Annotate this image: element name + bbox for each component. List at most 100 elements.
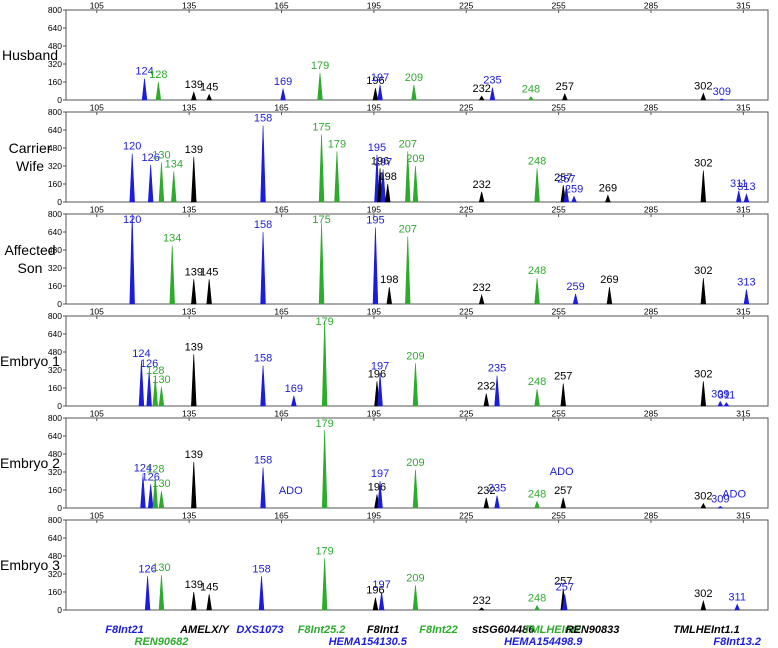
y-tick-label: 640 (48, 23, 62, 33)
peak-label: 128 (149, 69, 167, 81)
peak-label: 175 (312, 122, 330, 134)
peak (191, 156, 197, 203)
peak-label: 235 (483, 75, 501, 87)
peak (152, 476, 159, 509)
x-tick-label: 225 (459, 205, 473, 215)
peak-label: 302 (694, 368, 712, 380)
y-tick-label: 320 (48, 467, 62, 477)
peak (385, 183, 391, 203)
peak (318, 134, 325, 203)
peak (405, 151, 411, 203)
peak-label: 158 (254, 113, 272, 125)
peak (321, 430, 328, 509)
peak-label: 257 (554, 172, 572, 184)
peak-label: 130 (152, 150, 170, 162)
peak (700, 92, 707, 101)
peak (534, 500, 540, 509)
peak (700, 502, 707, 509)
peak (260, 467, 266, 509)
peak (155, 81, 162, 101)
panel-name: Embryo 1 (0, 353, 60, 369)
peak-label: 130 (152, 562, 170, 574)
peak-label: 139 (185, 266, 203, 278)
peak-label: 196 (371, 155, 389, 167)
peak-label: 257 (557, 173, 575, 185)
peak-label: 209 (405, 72, 423, 84)
peak (717, 400, 724, 407)
peak (171, 171, 177, 203)
peak-label: 257 (554, 485, 572, 497)
x-tick-label: 165 (274, 205, 288, 215)
x-tick-label: 165 (274, 103, 288, 113)
y-tick-label: 480 (48, 143, 62, 153)
x-tick-label: 195 (367, 1, 381, 11)
x-tick-label: 285 (644, 1, 658, 11)
x-tick-label: 195 (367, 511, 381, 521)
y-tick-label: 0 (57, 401, 62, 411)
peak-label: 179 (311, 60, 329, 72)
panel-4: 0 160 320 480 640 800 105 135 165 195 225 255 285 315… (0, 307, 769, 411)
x-tick-label: 165 (274, 511, 288, 521)
peak (606, 287, 613, 305)
peak (191, 461, 197, 509)
peak-label: 196 (368, 368, 386, 380)
peak-label: 207 (399, 224, 417, 236)
y-tick-label: 480 (48, 245, 62, 255)
y-tick-label: 160 (48, 281, 62, 291)
x-tick-label: 195 (367, 307, 381, 317)
x-tick-label: 135 (182, 409, 196, 419)
y-tick-label: 800 (48, 107, 62, 117)
peak (206, 279, 212, 305)
peak (321, 321, 328, 407)
peak (386, 287, 393, 305)
y-tick-label: 0 (57, 95, 62, 105)
panel-6: 0 160 320 480 640 800 105 135 165 195 225 255 285 315… (0, 511, 769, 615)
peak-label: 232 (472, 282, 490, 294)
peak-label: 179 (315, 418, 333, 430)
peak-label: 309 (713, 86, 731, 98)
y-tick-label: 320 (48, 263, 62, 273)
y-tick-label: 800 (48, 311, 62, 321)
peak-label: 134 (163, 233, 181, 245)
x-tick-label: 105 (90, 307, 104, 317)
y-tick-label: 640 (48, 431, 62, 441)
marker-label: F8Int25.2 (298, 624, 346, 636)
x-tick-label: 105 (90, 409, 104, 419)
peak (374, 154, 380, 203)
peak (412, 469, 419, 509)
peak-label: 139 (185, 449, 203, 461)
peak-label: 158 (252, 563, 270, 575)
peak (700, 170, 707, 203)
panel-name: Son (18, 260, 43, 276)
panel-name: Wife (16, 158, 44, 174)
peak (372, 88, 379, 101)
peak-label: 139 (185, 144, 203, 156)
peak (377, 480, 383, 509)
panel-2: 0 160 320 480 640 800 105 135 165 195 225 255 285 315… (9, 103, 769, 207)
peak (129, 213, 135, 305)
peak (561, 92, 568, 101)
panel-name: Embryo 3 (0, 557, 60, 573)
marker-label: F8Int21 (105, 624, 144, 636)
x-tick-label: 225 (459, 103, 473, 113)
peak-label: 198 (379, 171, 397, 183)
x-tick-label: 225 (459, 409, 473, 419)
peak (716, 505, 724, 509)
peak-label: 232 (477, 485, 495, 497)
peak (412, 363, 419, 407)
x-tick-label: 285 (644, 307, 658, 317)
peak-label: 158 (254, 219, 272, 231)
y-tick-label: 480 (48, 449, 62, 459)
x-tick-label: 165 (274, 1, 288, 11)
peak-label: 313 (737, 181, 755, 193)
peak (378, 591, 385, 611)
marker-label: REN90833 (566, 624, 620, 636)
peak (571, 195, 577, 203)
peak (412, 165, 419, 203)
y-tick-label: 160 (48, 485, 62, 495)
peak (147, 484, 154, 509)
peak-label: 313 (737, 276, 755, 288)
ado-label: ADO (722, 488, 746, 500)
peak (372, 227, 379, 305)
x-tick-label: 105 (90, 103, 104, 113)
